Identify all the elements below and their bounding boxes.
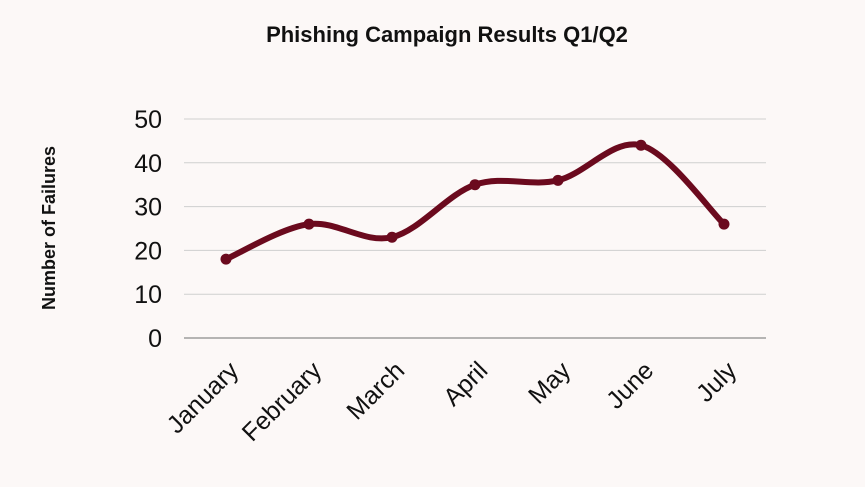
- y-tick-label: 30: [134, 194, 162, 222]
- x-tick-label: June: [601, 356, 659, 414]
- y-tick-label: 0: [148, 325, 162, 353]
- x-tick-label: January: [162, 356, 245, 439]
- gridlines: [184, 118, 766, 339]
- series-group: [220, 139, 730, 265]
- data-point: [386, 231, 398, 243]
- y-axis-label: Number of Failures: [39, 146, 59, 310]
- series-line: [223, 141, 727, 263]
- y-axis-ticks: 0 10 20 30 40 50: [134, 106, 162, 353]
- x-tick-label: April: [438, 356, 493, 411]
- x-tick-label: July: [691, 356, 743, 408]
- data-point: [220, 253, 232, 265]
- x-tick-label: March: [341, 356, 410, 425]
- data-point: [469, 179, 481, 191]
- y-tick-label: 40: [134, 150, 162, 178]
- y-tick-label: 10: [134, 281, 162, 309]
- chart-title: Phishing Campaign Results Q1/Q2: [266, 22, 628, 47]
- data-point: [718, 218, 730, 230]
- data-point: [635, 139, 647, 151]
- y-tick-label: 20: [134, 237, 162, 265]
- y-tick-label: 50: [134, 106, 162, 134]
- data-point: [303, 218, 315, 230]
- data-point: [552, 174, 564, 186]
- x-tick-label: February: [237, 356, 328, 447]
- x-tick-label: May: [523, 356, 577, 410]
